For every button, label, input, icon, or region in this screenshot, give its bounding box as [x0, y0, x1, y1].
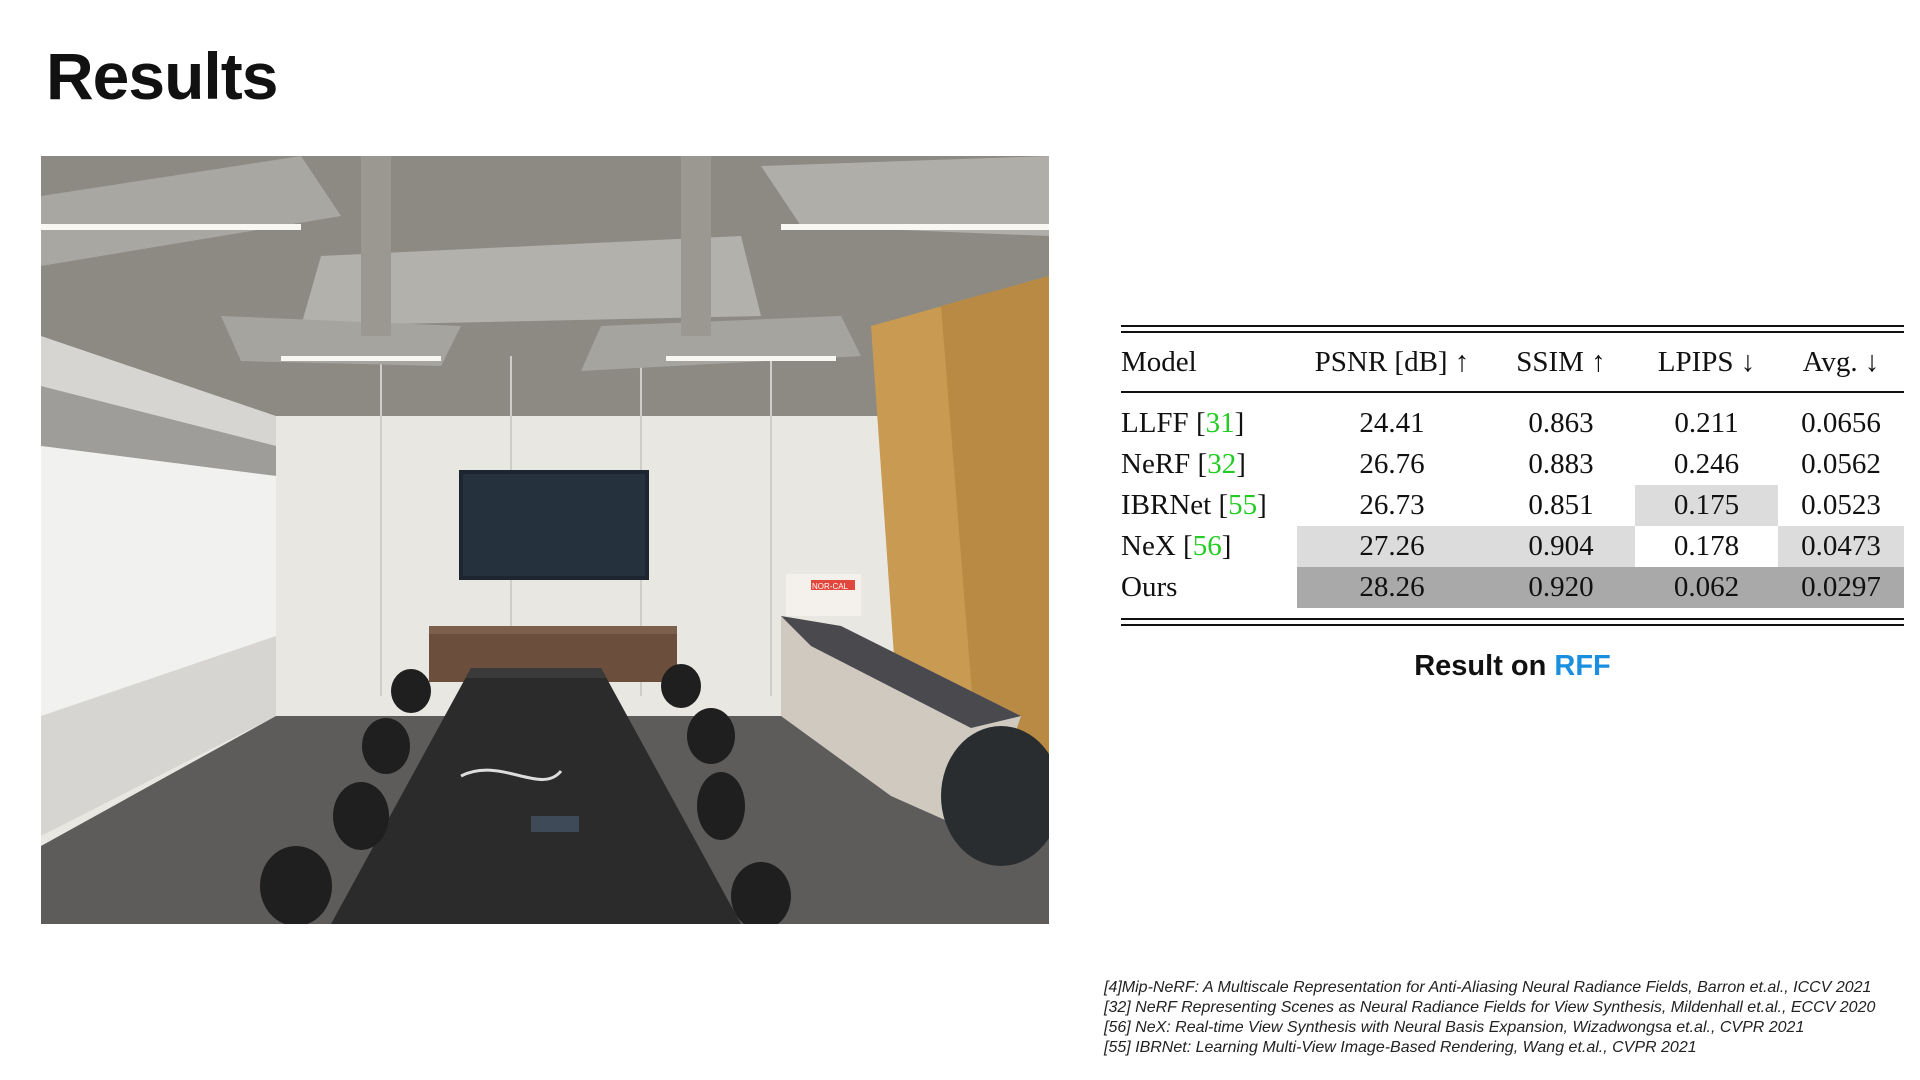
slide-title: Results — [46, 39, 278, 113]
caption-prefix: Result on — [1414, 650, 1555, 682]
header-ssim: SSIM ↑ — [1516, 345, 1606, 378]
model-name: Ours — [1121, 571, 1178, 603]
reference-item: [56] NeX: Real-time View Synthesis with … — [1104, 1019, 1805, 1036]
box-label: NOR-CAL — [812, 582, 849, 591]
header-avg: Avg. ↓ — [1802, 345, 1880, 378]
psnr-cell: 26.76 — [1359, 448, 1425, 480]
conference-room-photo: NOR-CAL — [41, 156, 1049, 924]
lpips-cell: 0.246 — [1673, 448, 1740, 480]
ssim-cell: 0.863 — [1528, 407, 1594, 439]
model-name: LLFF — [1121, 407, 1189, 439]
model-cell: IBRNet [55] — [1121, 489, 1267, 521]
ssim-cell: 0.920 — [1487, 567, 1635, 608]
table-row: NeRF [32] 26.76 0.883 0.246 0.0562 — [1121, 444, 1904, 485]
model-cell: NeRF [32] — [1121, 448, 1246, 480]
lpips-cell: 0.175 — [1635, 485, 1778, 526]
ssim-cell: 0.883 — [1528, 448, 1594, 480]
psnr-cell: 28.26 — [1297, 567, 1487, 608]
avg-cell: 0.0562 — [1801, 448, 1881, 480]
psnr-cell: 27.26 — [1297, 526, 1487, 567]
table-caption: Result on RFF — [1121, 650, 1904, 683]
table-header-row: Model PSNR [dB] ↑ SSIM ↑ LPIPS ↓ Avg. ↓ — [1121, 333, 1904, 391]
model-name: IBRNet — [1121, 489, 1212, 521]
citation-link[interactable]: 56 — [1192, 530, 1222, 562]
model-name: NeX — [1121, 530, 1176, 562]
model-cell: NeX [56] — [1121, 530, 1232, 562]
avg-cell: 0.0297 — [1778, 567, 1904, 608]
citation-link[interactable]: 31 — [1205, 407, 1235, 439]
header-lpips: LPIPS ↓ — [1657, 345, 1756, 378]
model-cell: LLFF [31] — [1121, 407, 1245, 439]
table-row: IBRNet [55] 26.73 0.851 0.175 0.0523 — [1121, 485, 1904, 526]
table-row: NeX [56] 27.26 0.904 0.178 0.0473 — [1121, 526, 1904, 567]
references: [4]Mip-NeRF: A Multiscale Representation… — [1104, 978, 1875, 1058]
caption-highlight: RFF — [1554, 650, 1611, 682]
table-header-rule — [1121, 391, 1904, 393]
avg-cell: 0.0656 — [1801, 407, 1881, 439]
table-row: LLFF [31] 24.41 0.863 0.211 0.0656 — [1121, 393, 1904, 444]
lpips-cell: 0.062 — [1635, 567, 1778, 608]
ssim-cell: 0.851 — [1528, 489, 1594, 521]
header-psnr: PSNR [dB] ↑ — [1314, 345, 1470, 378]
model-cell: Ours — [1121, 567, 1297, 608]
table-top-rule — [1121, 325, 1904, 333]
reference-item: [4]Mip-NeRF: A Multiscale Representation… — [1104, 979, 1872, 996]
citation-link[interactable]: 32 — [1207, 448, 1237, 480]
reference-item: [55] IBRNet: Learning Multi-View Image-B… — [1104, 1039, 1697, 1056]
lpips-cell: 0.211 — [1674, 407, 1739, 439]
table-row: Ours 28.26 0.920 0.062 0.0297 — [1121, 567, 1904, 608]
avg-cell: 0.0523 — [1801, 489, 1881, 521]
psnr-cell: 24.41 — [1359, 407, 1425, 439]
lpips-cell: 0.178 — [1673, 530, 1740, 562]
results-table: Model PSNR [dB] ↑ SSIM ↑ LPIPS ↓ Avg. ↓ … — [1121, 325, 1904, 626]
model-name: NeRF — [1121, 448, 1191, 480]
table-bottom-rule — [1121, 618, 1904, 626]
avg-cell: 0.0473 — [1778, 526, 1904, 567]
ssim-cell: 0.904 — [1487, 526, 1635, 567]
header-model: Model — [1121, 345, 1197, 378]
citation-link[interactable]: 55 — [1228, 489, 1258, 521]
psnr-cell: 26.73 — [1359, 489, 1425, 521]
reference-item: [32] NeRF Representing Scenes as Neural … — [1104, 999, 1876, 1016]
